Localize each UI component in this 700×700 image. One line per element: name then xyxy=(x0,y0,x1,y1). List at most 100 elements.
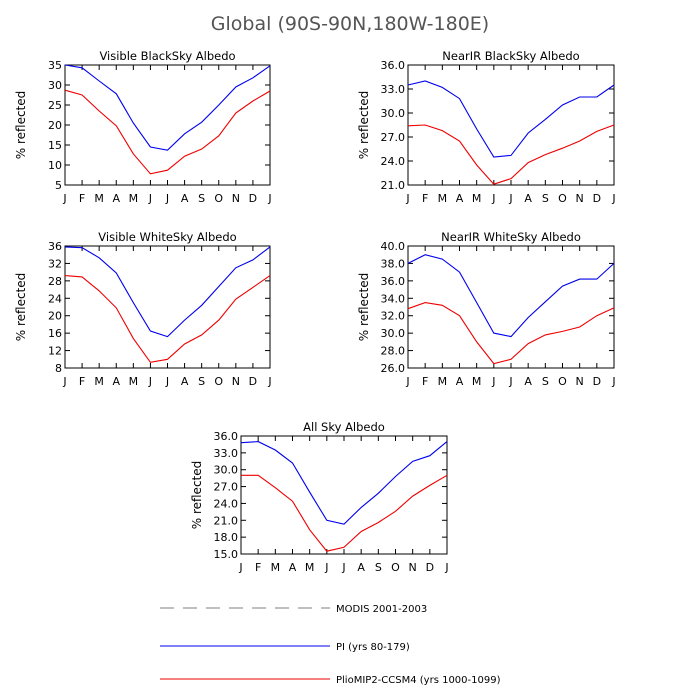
all-sky-albedo-ylabel: % reflected xyxy=(190,461,204,530)
chart-nearir-blacksky-albedo: NearIR BlackSky Albedo 21.0 24.0 27.0 30.0 33… xyxy=(357,49,616,205)
nearir-whitesky-albedo-xtick-label: M xyxy=(472,375,482,388)
nearir-blacksky-albedo-ytick-label: 33.0 xyxy=(381,83,406,96)
all-sky-albedo-ytick-label: 15.0 xyxy=(214,548,239,561)
visible-blacksky-albedo-ytick-label: 20 xyxy=(48,119,62,132)
all-sky-albedo-xtick-label: J xyxy=(341,561,345,574)
visible-whitesky-albedo-xtick-label: A xyxy=(112,375,120,388)
nearir-blacksky-albedo-ytick-label: 36.0 xyxy=(381,59,406,72)
nearir-blacksky-albedo-title: NearIR BlackSky Albedo xyxy=(442,49,579,63)
legend: MODIS 2001-2003 PI (yrs 80-179) PlioMIP2-C… xyxy=(160,604,501,686)
visible-blacksky-albedo-xtick-label: M xyxy=(94,192,104,205)
visible-blacksky-albedo-xtick-label: A xyxy=(112,192,120,205)
nearir-blacksky-albedo-xtick-label: F xyxy=(422,192,428,205)
visible-blacksky-albedo-xtick-label: S xyxy=(198,192,205,205)
all-sky-albedo-series-line-2 xyxy=(241,474,448,552)
nearir-blacksky-albedo-series-line-1 xyxy=(407,80,615,158)
nearir-blacksky-albedo-ytick-label: 27.0 xyxy=(381,131,406,144)
all-sky-albedo-ytick-label: 33.0 xyxy=(214,447,239,460)
visible-whitesky-albedo-xtick-label: M xyxy=(94,375,104,388)
all-sky-albedo-xtick-label: J xyxy=(444,561,448,574)
all-sky-albedo-ytick-label: 30.0 xyxy=(214,464,239,477)
all-sky-albedo-xtick-label: D xyxy=(426,561,434,574)
nearir-blacksky-albedo-xtick-label: O xyxy=(558,192,567,205)
all-sky-albedo-xtick-label: J xyxy=(238,561,242,574)
nearir-blacksky-albedo-xtick-label: M xyxy=(472,192,482,205)
visible-whitesky-albedo-xtick-label: J xyxy=(165,375,169,388)
all-sky-albedo-xtick-label: O xyxy=(391,561,400,574)
visible-whitesky-albedo-xtick-label: N xyxy=(232,375,240,388)
nearir-whitesky-albedo-xtick-label: A xyxy=(524,375,532,388)
all-sky-albedo-series-line-1 xyxy=(240,441,448,525)
nearir-whitesky-albedo-xtick-label: N xyxy=(576,375,584,388)
nearir-blacksky-albedo-series-line-2 xyxy=(407,124,615,185)
visible-whitesky-albedo-xtick-label: O xyxy=(214,375,223,388)
visible-blacksky-albedo-xtick-label: O xyxy=(214,192,223,205)
visible-whitesky-albedo-series-line-1 xyxy=(64,246,271,338)
nearir-whitesky-albedo-xtick-label: J xyxy=(611,375,615,388)
nearir-blacksky-albedo-xtick-label: J xyxy=(508,192,512,205)
visible-blacksky-albedo-title: Visible BlackSky Albedo xyxy=(99,49,235,63)
visible-blacksky-albedo-xtick-label: F xyxy=(79,192,85,205)
all-sky-albedo-ytick-label: 27.0 xyxy=(214,481,239,494)
nearir-whitesky-albedo-xtick-label: M xyxy=(438,375,448,388)
figure-title: Global (90S-90N,180W-180E) xyxy=(211,13,489,35)
visible-whitesky-albedo-ytick-label: 12 xyxy=(48,345,62,358)
nearir-whitesky-albedo-series-line-2 xyxy=(407,302,615,365)
nearir-whitesky-albedo-xtick-label: J xyxy=(405,375,409,388)
visible-blacksky-albedo-ytick-label: 15 xyxy=(48,139,62,152)
visible-blacksky-albedo-series-line-1 xyxy=(64,64,271,151)
all-sky-albedo-ytick-label: 36.0 xyxy=(214,430,239,443)
nearir-whitesky-albedo-ylabel: % reflected xyxy=(357,273,371,342)
visible-blacksky-albedo-xtick-label: N xyxy=(232,192,240,205)
nearir-whitesky-albedo-series-line-1 xyxy=(407,254,615,338)
visible-whitesky-albedo-ytick-label: 20 xyxy=(48,310,62,323)
legend-label-pi-yrs-80-179: PI (yrs 80-179) xyxy=(336,642,410,653)
visible-blacksky-albedo-xtick-label: J xyxy=(62,192,66,205)
nearir-whitesky-albedo-ytick-label: 36.0 xyxy=(381,275,406,288)
all-sky-albedo-xtick-label: M xyxy=(271,561,281,574)
visible-blacksky-albedo-ytick-label: 30 xyxy=(48,79,62,92)
all-sky-albedo-frame xyxy=(240,435,448,555)
legend-label-modis-2001-2003: MODIS 2001-2003 xyxy=(336,604,427,615)
visible-whitesky-albedo-xtick-label: A xyxy=(181,375,189,388)
nearir-blacksky-albedo-xtick-label: J xyxy=(491,192,495,205)
nearir-blacksky-albedo-xtick-label: A xyxy=(456,192,464,205)
visible-blacksky-albedo-xtick-label: D xyxy=(249,192,257,205)
nearir-whitesky-albedo-xtick-label: S xyxy=(542,375,549,388)
visible-blacksky-albedo-xtick-label: M xyxy=(129,192,139,205)
visible-blacksky-albedo-ytick-label: 10 xyxy=(48,159,62,172)
nearir-blacksky-albedo-xtick-label: N xyxy=(576,192,584,205)
visible-whitesky-albedo-xtick-label: S xyxy=(198,375,205,388)
nearir-blacksky-albedo-ylabel: % reflected xyxy=(357,91,371,160)
nearir-whitesky-albedo-xtick-label: O xyxy=(558,375,567,388)
visible-whitesky-albedo-xtick-label: J xyxy=(267,375,271,388)
all-sky-albedo-title: All Sky Albedo xyxy=(303,420,385,434)
visible-whitesky-albedo-title: Visible WhiteSky Albedo xyxy=(98,230,236,244)
visible-whitesky-albedo-ytick-label: 36 xyxy=(48,240,62,253)
visible-blacksky-albedo-xtick-label: A xyxy=(181,192,189,205)
all-sky-albedo-xtick-label: N xyxy=(409,561,417,574)
visible-whitesky-albedo-series-line-2 xyxy=(64,275,271,363)
visible-blacksky-albedo-xtick-label: J xyxy=(267,192,271,205)
nearir-whitesky-albedo-ytick-label: 38.0 xyxy=(381,257,406,270)
nearir-whitesky-albedo-ytick-label: 32.0 xyxy=(381,310,406,323)
visible-whitesky-albedo-ylabel: % reflected xyxy=(14,273,28,342)
all-sky-albedo-ytick-label: 24.0 xyxy=(214,497,239,510)
nearir-whitesky-albedo-xtick-label: D xyxy=(593,375,601,388)
visible-blacksky-albedo-ylabel: % reflected xyxy=(14,91,28,160)
visible-whitesky-albedo-xtick-label: F xyxy=(79,375,85,388)
nearir-blacksky-albedo-xtick-label: M xyxy=(438,192,448,205)
all-sky-albedo-xtick-label: J xyxy=(324,561,328,574)
nearir-blacksky-albedo-ytick-label: 21.0 xyxy=(381,179,406,192)
visible-whitesky-albedo-xtick-label: M xyxy=(129,375,139,388)
visible-whitesky-albedo-xtick-label: D xyxy=(249,375,257,388)
visible-whitesky-albedo-ytick-label: 32 xyxy=(48,257,62,270)
visible-blacksky-albedo-ytick-label: 5 xyxy=(55,179,62,192)
nearir-whitesky-albedo-ytick-label: 26.0 xyxy=(381,362,406,375)
nearir-blacksky-albedo-xtick-label: J xyxy=(611,192,615,205)
nearir-blacksky-albedo-ytick-label: 24.0 xyxy=(381,155,406,168)
